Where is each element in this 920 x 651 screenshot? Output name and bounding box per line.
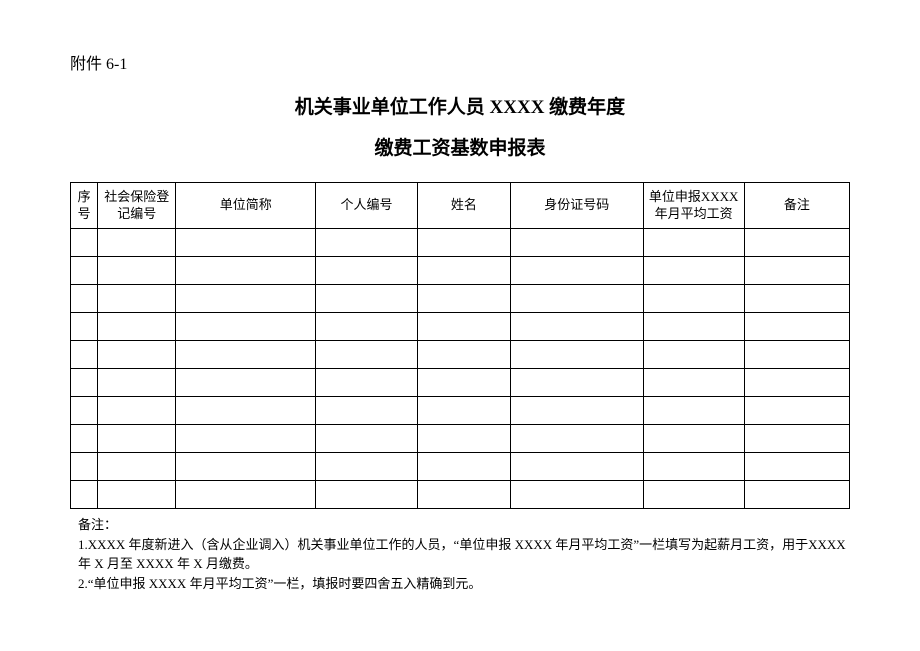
table-row [71,369,850,397]
attachment-label: 附件 6-1 [70,50,850,74]
table-row [71,313,850,341]
col-header-seq: 序号 [71,183,98,229]
table-row [71,397,850,425]
declaration-table: 序号 社会保险登记编号 单位简称 个人编号 姓名 身份证号码 单位申报XXXX … [70,182,850,509]
notes-section: 备注： 1.XXXX 年度新进入（含从企业调入）机关事业单位工作的人员，“单位申… [70,515,850,593]
table-row [71,229,850,257]
title-line-2: 缴费工资基数申报表 [70,133,850,160]
notes-item-2: 2.“单位申报 XXXX 年月平均工资”一栏，填报时要四舍五入精确到元。 [78,574,850,594]
table-body [71,229,850,509]
col-header-idcard: 身份证号码 [511,183,643,229]
table-row [71,285,850,313]
table-row [71,481,850,509]
notes-item-1: 1.XXXX 年度新进入（含从企业调入）机关事业单位工作的人员，“单位申报 XX… [78,535,850,574]
col-header-pid: 个人编号 [316,183,417,229]
notes-label: 备注： [78,515,850,535]
title-line-1: 机关事业单位工作人员 XXXX 缴费年度 [70,92,850,119]
col-header-unit: 单位简称 [176,183,316,229]
table-row [71,453,850,481]
table-row [71,341,850,369]
col-header-salary: 单位申报XXXX 年月平均工资 [643,183,744,229]
table-row [71,257,850,285]
table-header-row: 序号 社会保险登记编号 单位简称 个人编号 姓名 身份证号码 单位申报XXXX … [71,183,850,229]
table-row [71,425,850,453]
col-header-remark: 备注 [744,183,849,229]
col-header-name: 姓名 [417,183,510,229]
col-header-reg: 社会保险登记编号 [98,183,176,229]
